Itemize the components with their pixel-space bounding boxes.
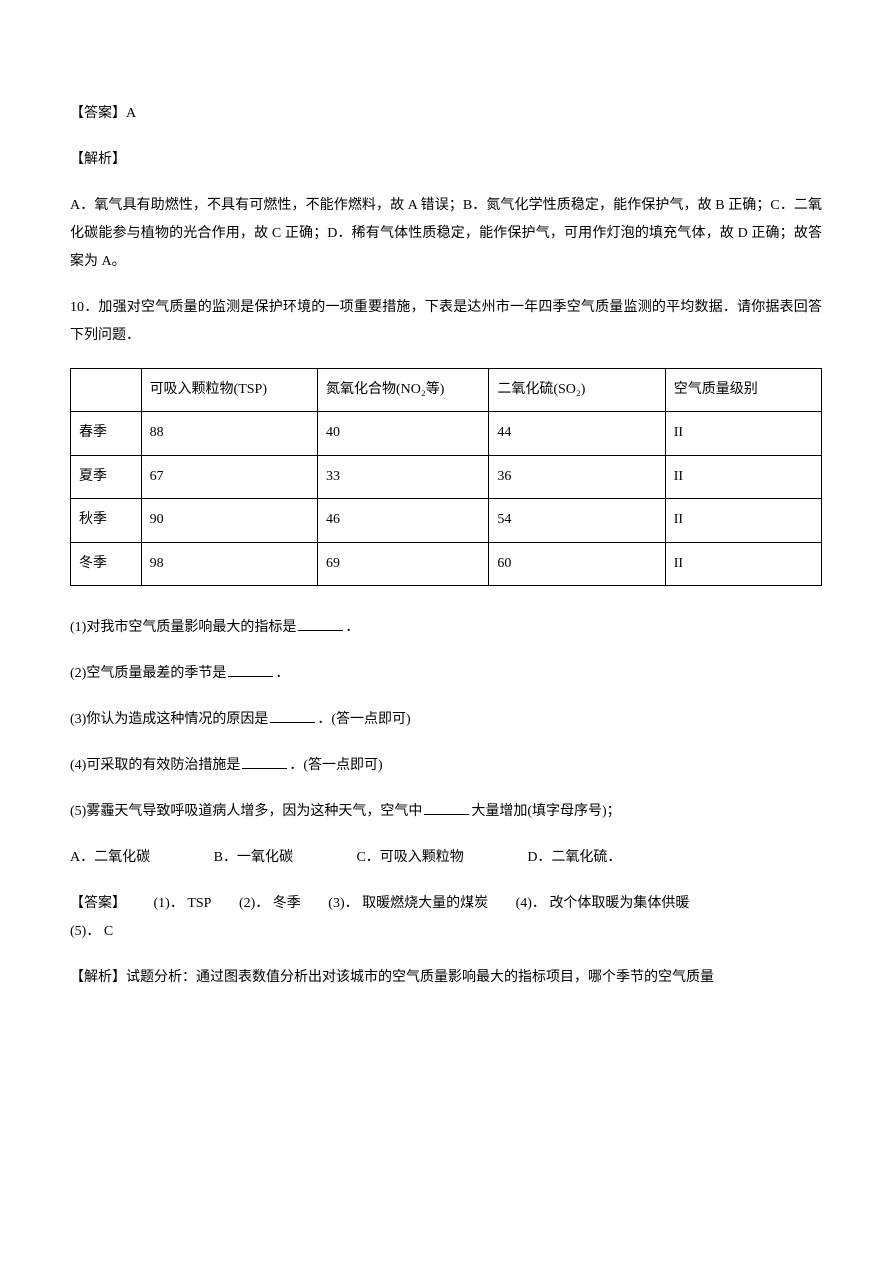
cell-tsp: 90	[141, 499, 317, 542]
cell-season: 夏季	[71, 455, 142, 498]
answer-label: 【答案】	[70, 896, 126, 911]
table-row: 冬季 98 69 60 II	[71, 542, 822, 585]
fill-blank	[424, 801, 469, 815]
sub-question-4: (4)可采取的有效防治措施是 ．(答一点即可)	[70, 752, 822, 780]
cell-no2: 46	[317, 499, 488, 542]
cell-level: II	[665, 542, 821, 585]
a5-label: (5)．	[70, 924, 100, 939]
a2-val: 冬季	[273, 896, 301, 911]
a5-val: C	[104, 924, 113, 939]
sub-question-2: (2)空气质量最差的季节是 ．	[70, 660, 822, 688]
header-no2: 氮氧化合物(NO₂等)	[317, 369, 488, 412]
cell-level: II	[665, 412, 821, 455]
a4-label: (4)．	[516, 896, 546, 911]
cell-season: 秋季	[71, 499, 142, 542]
a3-label: (3)．	[328, 896, 358, 911]
cell-no2: 33	[317, 455, 488, 498]
table-row: 春季 88 40 44 II	[71, 412, 822, 455]
cell-level: II	[665, 455, 821, 498]
fill-blank	[298, 617, 343, 631]
fill-blank	[228, 663, 273, 677]
q4-pre: (4)可采取的有效防治措施是	[70, 758, 240, 773]
air-quality-table: 可吸入颗粒物(TSP) 氮氧化合物(NO₂等) 二氧化硫(SO₂) 空气质量级别…	[70, 368, 822, 586]
cell-season: 春季	[71, 412, 142, 455]
option-b: B．一氧化碳	[214, 844, 293, 872]
cell-so2: 36	[489, 455, 665, 498]
option-a: A．二氧化碳	[70, 844, 150, 872]
q4-post: ．(答一点即可)	[289, 758, 382, 773]
q2-post: ．	[275, 666, 289, 681]
header-tsp: 可吸入颗粒物(TSP)	[141, 369, 317, 412]
cell-so2: 60	[489, 542, 665, 585]
table-row: 夏季 67 33 36 II	[71, 455, 822, 498]
question-10-intro: 10．加强对空气质量的监测是保护环境的一项重要措施，下表是达州市一年四季空气质量…	[70, 294, 822, 350]
fill-blank	[270, 709, 315, 723]
table-header-row: 可吸入颗粒物(TSP) 氮氧化合物(NO₂等) 二氧化硫(SO₂) 空气质量级别	[71, 369, 822, 412]
cell-no2: 69	[317, 542, 488, 585]
sub-question-3: (3)你认为造成这种情况的原因是 ．(答一点即可)	[70, 706, 822, 734]
answer-header: 【答案】A	[70, 100, 822, 128]
a4-val: 改个体取暖为集体供暖	[549, 896, 689, 911]
cell-so2: 54	[489, 499, 665, 542]
cell-so2: 44	[489, 412, 665, 455]
options-row: A．二氧化碳 B．一氧化碳 C．可吸入颗粒物 D．二氧化硫．	[70, 844, 822, 872]
table-row: 秋季 90 46 54 II	[71, 499, 822, 542]
q1-post: ．	[345, 620, 359, 635]
cell-season: 冬季	[71, 542, 142, 585]
q5-post: 大量增加(填字母序号)；	[471, 804, 620, 819]
a1-label: (1)．	[154, 896, 184, 911]
analysis-2: 【解析】试题分析：通过图表数值分析出对该城市的空气质量影响最大的指标项目，哪个季…	[70, 964, 822, 992]
option-c: C．可吸入颗粒物	[356, 844, 463, 872]
a2-label: (2)．	[239, 896, 269, 911]
option-d: D．二氧化硫．	[527, 844, 621, 872]
q3-pre: (3)你认为造成这种情况的原因是	[70, 712, 268, 727]
a3-val: 取暖燃烧大量的煤炭	[362, 896, 488, 911]
q1-pre: (1)对我市空气质量影响最大的指标是	[70, 620, 296, 635]
q2-pre: (2)空气质量最差的季节是	[70, 666, 226, 681]
cell-tsp: 98	[141, 542, 317, 585]
a1-val: TSP	[187, 896, 211, 911]
header-blank	[71, 369, 142, 412]
header-level: 空气质量级别	[665, 369, 821, 412]
q5-pre: (5)雾霾天气导致呼吸道病人增多，因为这种天气，空气中	[70, 804, 422, 819]
analysis-header: 【解析】	[70, 146, 822, 174]
cell-tsp: 67	[141, 455, 317, 498]
answer-block: 【答案】 (1)． TSP (2)． 冬季 (3)． 取暖燃烧大量的煤炭 (4)…	[70, 890, 822, 946]
sub-question-1: (1)对我市空气质量影响最大的指标是 ．	[70, 614, 822, 642]
fill-blank	[242, 755, 287, 769]
cell-no2: 40	[317, 412, 488, 455]
q3-post: ．(答一点即可)	[317, 712, 410, 727]
cell-level: II	[665, 499, 821, 542]
cell-tsp: 88	[141, 412, 317, 455]
header-so2: 二氧化硫(SO₂)	[489, 369, 665, 412]
analysis-body: A．氧气具有助燃性，不具有可燃性，不能作燃料，故 A 错误；B．氮气化学性质稳定…	[70, 192, 822, 276]
sub-question-5: (5)雾霾天气导致呼吸道病人增多，因为这种天气，空气中 大量增加(填字母序号)；	[70, 798, 822, 826]
